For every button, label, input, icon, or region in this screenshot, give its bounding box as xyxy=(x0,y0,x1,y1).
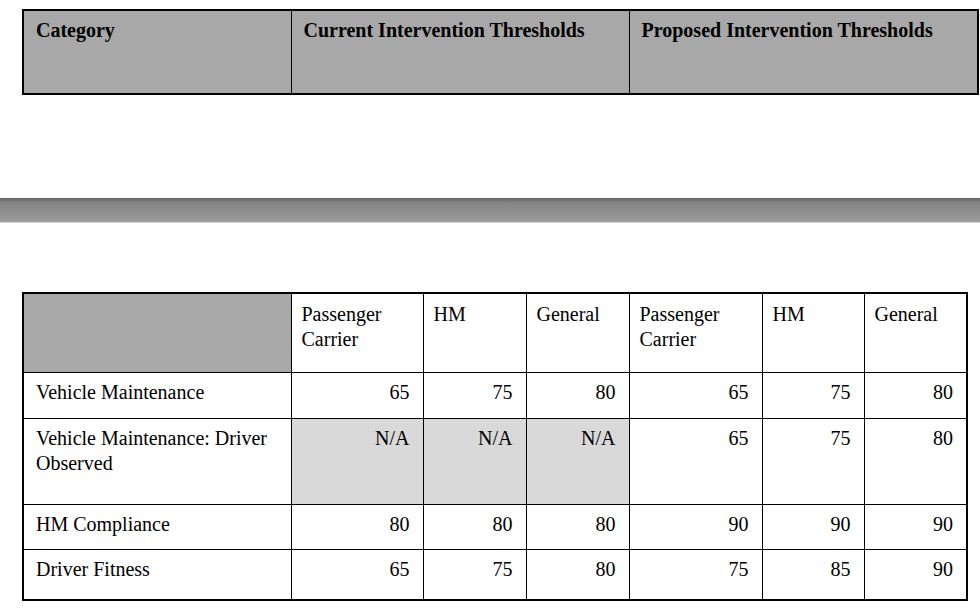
category-cell: Driver Fitness xyxy=(23,549,291,600)
category-cell: Vehicle Maintenance: Driver Observed xyxy=(23,418,291,504)
value-cell: 80 xyxy=(864,418,967,504)
value-cell-na: N/A xyxy=(291,418,423,504)
value-cell: 90 xyxy=(762,504,864,549)
thresholds-table: Passenger Carrier HM General Passenger C… xyxy=(22,292,968,601)
category-cell: HM Compliance xyxy=(23,504,291,549)
value-cell: 75 xyxy=(423,549,526,600)
value-cell: 80 xyxy=(526,372,629,418)
value-cell: 80 xyxy=(423,504,526,549)
value-cell: 65 xyxy=(291,372,423,418)
value-cell: 65 xyxy=(629,372,762,418)
value-cell: 90 xyxy=(629,504,762,549)
value-cell: 75 xyxy=(762,418,864,504)
value-cell: 90 xyxy=(864,504,967,549)
value-cell: 75 xyxy=(629,549,762,600)
value-cell: 65 xyxy=(291,549,423,600)
value-cell: 75 xyxy=(762,372,864,418)
value-cell: 80 xyxy=(864,372,967,418)
category-cell: Vehicle Maintenance xyxy=(23,372,291,418)
col-header-general-proposed: General xyxy=(864,293,967,372)
column-header-row: Passenger Carrier HM General Passenger C… xyxy=(23,293,967,372)
section-divider-bar xyxy=(0,198,980,223)
header-cell-category: Category xyxy=(23,10,291,94)
value-cell: 65 xyxy=(629,418,762,504)
header-row: Category Current Intervention Thresholds… xyxy=(23,10,978,94)
value-cell: 85 xyxy=(762,549,864,600)
col-header-hm-proposed: HM xyxy=(762,293,864,372)
header-cell-proposed-thresholds: Proposed Intervention Thresholds xyxy=(629,10,978,94)
col-header-general-current: General xyxy=(526,293,629,372)
value-cell: 80 xyxy=(526,504,629,549)
table-row-vehicle-maintenance-driver-observed: Vehicle Maintenance: Driver Observed N/A… xyxy=(23,418,967,504)
value-cell: 80 xyxy=(526,549,629,600)
col-header-passenger-carrier-proposed: Passenger Carrier xyxy=(629,293,762,372)
value-cell-na: N/A xyxy=(423,418,526,504)
header-cell-current-thresholds: Current Intervention Thresholds xyxy=(291,10,629,94)
value-cell: 90 xyxy=(864,549,967,600)
table-row-driver-fitness: Driver Fitness 65 75 80 75 85 90 xyxy=(23,549,967,600)
value-cell: 75 xyxy=(423,372,526,418)
intervention-header-table: Category Current Intervention Thresholds… xyxy=(22,9,979,95)
table-row-vehicle-maintenance: Vehicle Maintenance 65 75 80 65 75 80 xyxy=(23,372,967,418)
table-row-hm-compliance: HM Compliance 80 80 80 90 90 90 xyxy=(23,504,967,549)
col-header-hm-current: HM xyxy=(423,293,526,372)
corner-header-cell xyxy=(23,293,291,372)
col-header-passenger-carrier-current: Passenger Carrier xyxy=(291,293,423,372)
value-cell: 80 xyxy=(291,504,423,549)
value-cell-na: N/A xyxy=(526,418,629,504)
